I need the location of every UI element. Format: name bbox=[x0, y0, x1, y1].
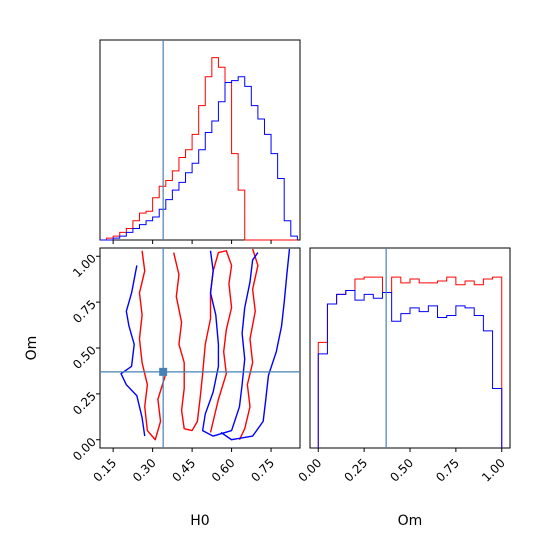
panel-2d-H0-Om: 0.15 0.30 0.45 0.60 0.75 0.00 0.25 0.50 0.75 1.0… bbox=[24, 240, 301, 529]
ticks-Om-x: 0.00 0.25 0.50 0.75 1.00 bbox=[296, 448, 508, 485]
Om-x-tick-label: 0.25 bbox=[341, 456, 370, 485]
xlabel-H0: H0 bbox=[190, 513, 209, 529]
hist-Om-frame bbox=[309, 247, 511, 449]
H0-tick-label: 0.30 bbox=[130, 456, 159, 485]
xlabel-Om: Om bbox=[398, 513, 423, 529]
hist-Om-series-blue bbox=[317, 290, 503, 448]
H0-tick-label: 0.15 bbox=[90, 456, 119, 485]
contour-red-outer-right bbox=[238, 248, 259, 441]
contour-blue-outer bbox=[120, 265, 146, 437]
H0-tick-label: 0.45 bbox=[169, 456, 198, 485]
Om-x-tick-label: 0.75 bbox=[433, 456, 462, 485]
panel-hist-Om: 0.00 0.25 0.50 0.75 1.00 Om bbox=[296, 247, 511, 529]
hist-Om-series-red bbox=[317, 276, 503, 448]
Om-y-tick-label: 0.50 bbox=[70, 343, 99, 372]
ticks-Om-y: 0.00 0.25 0.50 0.75 1.00 bbox=[70, 251, 100, 464]
contour-blue-outer-right bbox=[220, 248, 291, 441]
contour-blue-inner bbox=[201, 250, 259, 437]
contour-layer bbox=[120, 248, 291, 441]
Om-x-tick-label: 0.00 bbox=[296, 456, 325, 485]
Om-y-tick-label: 0.75 bbox=[70, 297, 99, 326]
ylabel-Om: Om bbox=[24, 336, 40, 361]
truth-point bbox=[159, 367, 168, 376]
contour-red-outer bbox=[138, 250, 167, 441]
Om-y-tick-label: 0.00 bbox=[70, 435, 99, 464]
hist-Om-series-layer bbox=[317, 276, 503, 448]
Om-y-tick-label: 1.00 bbox=[70, 251, 99, 280]
hist-H0-series-red bbox=[100, 57, 298, 241]
hist-H0-series-blue bbox=[100, 76, 298, 241]
contour-frame bbox=[99, 247, 301, 449]
H0-tick-label: 0.60 bbox=[209, 456, 238, 485]
Om-y-tick-label: 0.25 bbox=[70, 389, 99, 418]
ticks-H0-x: 0.15 0.30 0.45 0.60 0.75 bbox=[90, 240, 277, 485]
contour-red-inner bbox=[173, 250, 233, 433]
Om-x-tick-label: 0.50 bbox=[387, 456, 416, 485]
H0-tick-label: 0.75 bbox=[248, 456, 277, 485]
hist-H0-series-layer bbox=[100, 57, 298, 241]
hist-H0-frame bbox=[99, 39, 301, 241]
Om-x-tick-label: 1.00 bbox=[479, 456, 508, 485]
panel-hist-H0 bbox=[99, 39, 301, 241]
